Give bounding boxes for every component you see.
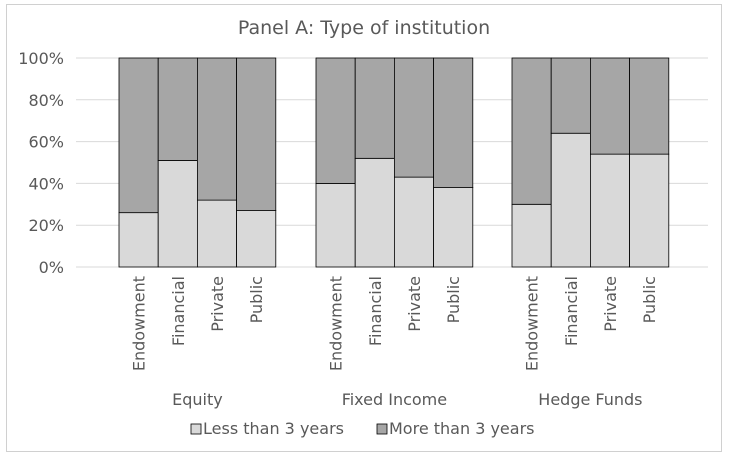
y-tick-label: 0% bbox=[39, 258, 64, 277]
y-tick-label: 40% bbox=[28, 174, 64, 193]
bar-less-than-3-years bbox=[236, 210, 277, 268]
x-group-label: Equity bbox=[172, 390, 223, 409]
bar-more-than-3-years bbox=[157, 57, 198, 161]
bar-less-than-3-years bbox=[393, 176, 434, 268]
bar-less-than-3-years bbox=[118, 212, 159, 268]
bar-less-than-3-years bbox=[196, 199, 237, 268]
x-group-label: Hedge Funds bbox=[538, 390, 642, 409]
x-group-label: Fixed Income bbox=[342, 390, 447, 409]
x-category-label: Public bbox=[247, 276, 266, 323]
bar-more-than-3-years bbox=[550, 57, 591, 134]
bar-less-than-3-years bbox=[629, 153, 670, 268]
bar-more-than-3-years bbox=[393, 57, 434, 178]
x-category-label: Private bbox=[405, 276, 424, 332]
x-category-label: Endowment bbox=[523, 276, 542, 371]
x-category-label: Public bbox=[444, 276, 463, 323]
y-tick-label: 60% bbox=[28, 133, 64, 152]
y-tick-label: 100% bbox=[18, 49, 64, 68]
bar-more-than-3-years bbox=[196, 57, 237, 201]
x-category-label: Private bbox=[208, 276, 227, 332]
x-category-label: Financial bbox=[169, 276, 188, 346]
y-tick-label: 80% bbox=[28, 91, 64, 110]
x-category-label: Private bbox=[601, 276, 620, 332]
bar-more-than-3-years bbox=[236, 57, 277, 211]
bar-more-than-3-years bbox=[590, 57, 631, 155]
bar-less-than-3-years bbox=[590, 153, 631, 268]
bar-less-than-3-years bbox=[511, 203, 552, 268]
bar-less-than-3-years bbox=[315, 182, 356, 268]
legend-swatch bbox=[376, 423, 388, 435]
bar-more-than-3-years bbox=[511, 57, 552, 205]
x-category-label: Financial bbox=[366, 276, 385, 346]
y-tick-label: 20% bbox=[28, 216, 64, 235]
bar-less-than-3-years bbox=[550, 132, 591, 268]
x-axis: Endowment Financial Private Public Equity End… bbox=[130, 276, 660, 409]
legend-label: More than 3 years bbox=[389, 419, 535, 438]
bars bbox=[118, 57, 670, 268]
x-category-label: Endowment bbox=[130, 276, 149, 371]
bar-more-than-3-years bbox=[118, 57, 159, 214]
bar-less-than-3-years bbox=[157, 160, 198, 268]
chart-title: Panel A: Type of institution bbox=[238, 17, 490, 39]
legend-label: Less than 3 years bbox=[203, 419, 344, 438]
y-axis: 0% 20% 40% 60% 80% 100% bbox=[18, 49, 64, 277]
bar-more-than-3-years bbox=[629, 57, 670, 155]
bar-less-than-3-years bbox=[433, 187, 474, 268]
bar-more-than-3-years bbox=[354, 57, 395, 159]
bar-less-than-3-years bbox=[354, 157, 395, 268]
legend-swatch bbox=[190, 423, 202, 435]
x-category-label: Endowment bbox=[327, 276, 346, 371]
x-category-label: Financial bbox=[562, 276, 581, 346]
legend: Less than 3 years More than 3 years bbox=[190, 419, 535, 438]
bar-more-than-3-years bbox=[433, 57, 474, 188]
x-category-label: Public bbox=[640, 276, 659, 323]
bar-more-than-3-years bbox=[315, 57, 356, 184]
